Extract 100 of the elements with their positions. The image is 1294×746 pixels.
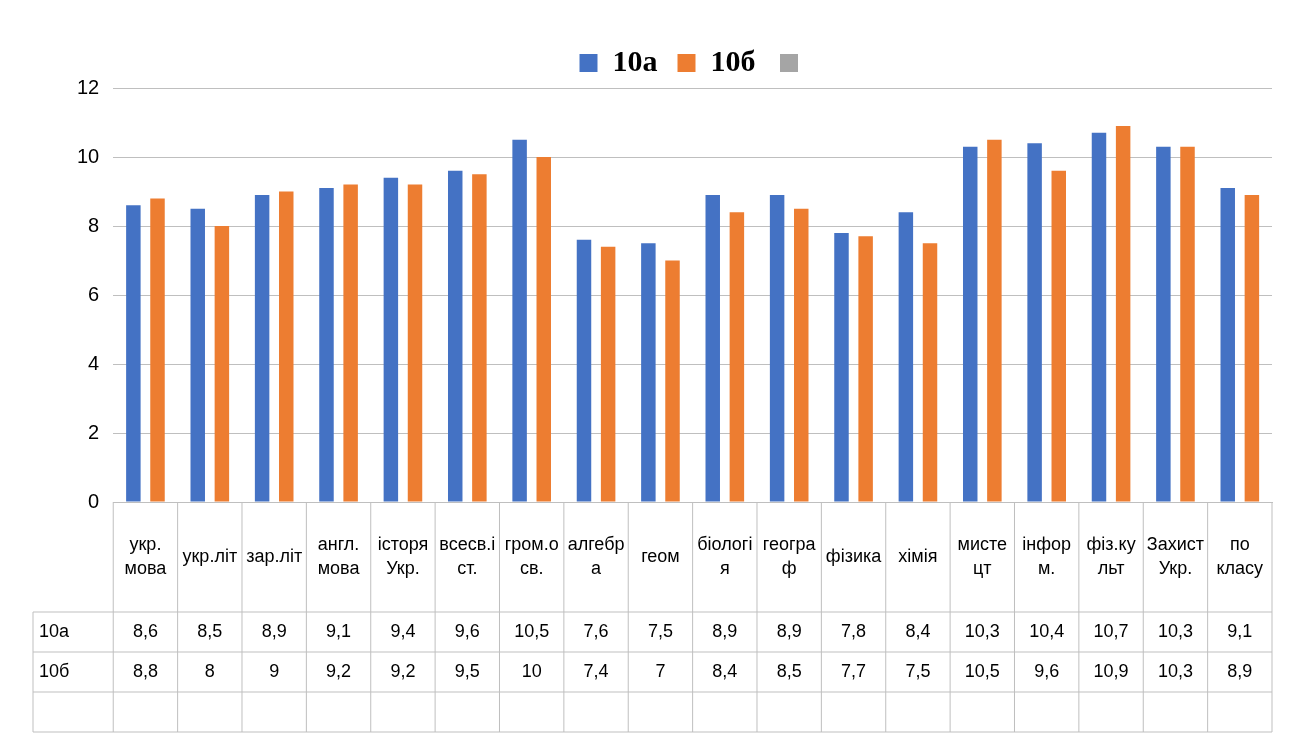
data-label: 7,4 (583, 660, 609, 681)
data-label: 9,4 (390, 620, 416, 641)
bar (279, 191, 294, 502)
x-tick-label: зар.літ (246, 545, 303, 566)
data-label: 8,9 (1227, 660, 1253, 681)
bar (705, 194, 720, 502)
data-label: 8,9 (712, 620, 738, 641)
bar (512, 139, 527, 502)
text: 10б (39, 660, 70, 681)
bar (214, 226, 230, 502)
bar (794, 208, 809, 502)
x-tick-label: всесв.іст. (439, 533, 496, 578)
x-tick-label: англ. мова (317, 533, 361, 578)
data-label: 8,6 (132, 620, 158, 641)
data-label: 10,3 (1157, 620, 1193, 641)
data-label: 9 (269, 660, 280, 681)
data-label: 7 (655, 660, 666, 681)
data-label: 10,9 (1093, 660, 1129, 681)
data-label: 10,3 (1157, 660, 1193, 681)
bar (1156, 146, 1171, 502)
data-label: 7,7 (841, 660, 867, 681)
bar (150, 198, 165, 502)
data-label: 9,6 (454, 620, 480, 641)
bar (343, 184, 358, 502)
data-label: 9,1 (1227, 620, 1253, 641)
x-tick-label: гром.осв. (504, 533, 559, 578)
data-label: 8 (204, 660, 215, 681)
legend-label: 10б (710, 43, 756, 77)
bar (1027, 143, 1042, 502)
y-tick-label: 12 (77, 75, 100, 98)
x-tick-label: хімія (898, 545, 938, 566)
bar (448, 170, 463, 502)
data-label: 7,5 (905, 660, 931, 681)
bar (319, 188, 334, 502)
bar (834, 232, 849, 502)
bar (1244, 194, 1260, 502)
x-tick-label: біологія (697, 533, 753, 578)
bar (126, 205, 141, 502)
bar (600, 246, 616, 502)
bar (576, 239, 592, 502)
bar (1091, 132, 1107, 502)
legend-label: 10а (612, 43, 658, 77)
x-tick-label: мистецт (957, 533, 1008, 578)
data-label: 8,9 (776, 620, 802, 641)
data-label: 9,6 (1034, 660, 1060, 681)
bar (1220, 188, 1235, 502)
bar (898, 212, 914, 502)
data-label: 8,4 (905, 620, 931, 641)
bar (641, 243, 656, 502)
x-tick-label: Захист Укр. (1146, 533, 1205, 578)
data-label: 9,5 (454, 660, 480, 681)
bar (536, 157, 551, 502)
data-label: 9,2 (390, 660, 416, 681)
y-tick-label: 2 (88, 420, 100, 443)
data-label: 9,1 (326, 620, 352, 641)
bar (769, 194, 785, 502)
bar (1115, 125, 1131, 502)
y-tick-label: 6 (88, 282, 100, 305)
data-label: 10,3 (964, 620, 1000, 641)
data-label: 8,5 (776, 660, 802, 681)
y-tick-label: 10 (77, 144, 100, 167)
data-label: 7,6 (583, 620, 609, 641)
x-tick-label: алгебра (567, 533, 625, 578)
x-tick-label: географ (762, 533, 817, 578)
bar (729, 212, 745, 502)
bar (1180, 146, 1195, 502)
bar (665, 260, 680, 502)
x-tick-label: по класу (1216, 533, 1264, 578)
x-tick-label: фіз.культ (1086, 533, 1136, 578)
data-label: 10,4 (1029, 620, 1065, 641)
data-label: 7,5 (647, 620, 673, 641)
y-tick-label: 8 (88, 213, 100, 236)
bar (407, 184, 423, 502)
x-tick-label: історя Укр. (377, 533, 429, 578)
x-tick-label: укр. мова (124, 533, 168, 578)
data-label: 9,2 (326, 660, 352, 681)
data-label: 7,8 (841, 620, 867, 641)
text: 10а (39, 620, 70, 641)
data-label: 10,7 (1093, 620, 1129, 641)
data-label: 8,8 (132, 660, 158, 681)
data-label: 10,5 (964, 660, 1000, 681)
y-tick-label: 0 (88, 489, 100, 512)
x-tick-label: фізика (825, 545, 883, 566)
data-label: 8,4 (712, 660, 738, 681)
bar (922, 243, 938, 502)
bar (963, 146, 978, 502)
data-label: 8,5 (197, 620, 223, 641)
y-tick-label: 4 (88, 351, 100, 374)
x-tick-label: укр.літ (182, 545, 238, 566)
bar (1051, 170, 1066, 502)
x-tick-label: інформ. (1022, 533, 1072, 578)
bar (858, 236, 873, 502)
data-label: 8,9 (261, 620, 287, 641)
x-tick-label: геом (641, 545, 680, 566)
data-label: 10,5 (514, 620, 550, 641)
bar (987, 139, 1002, 502)
bar (190, 208, 205, 502)
bar (254, 194, 270, 502)
bar (383, 177, 399, 502)
bar (472, 174, 487, 502)
